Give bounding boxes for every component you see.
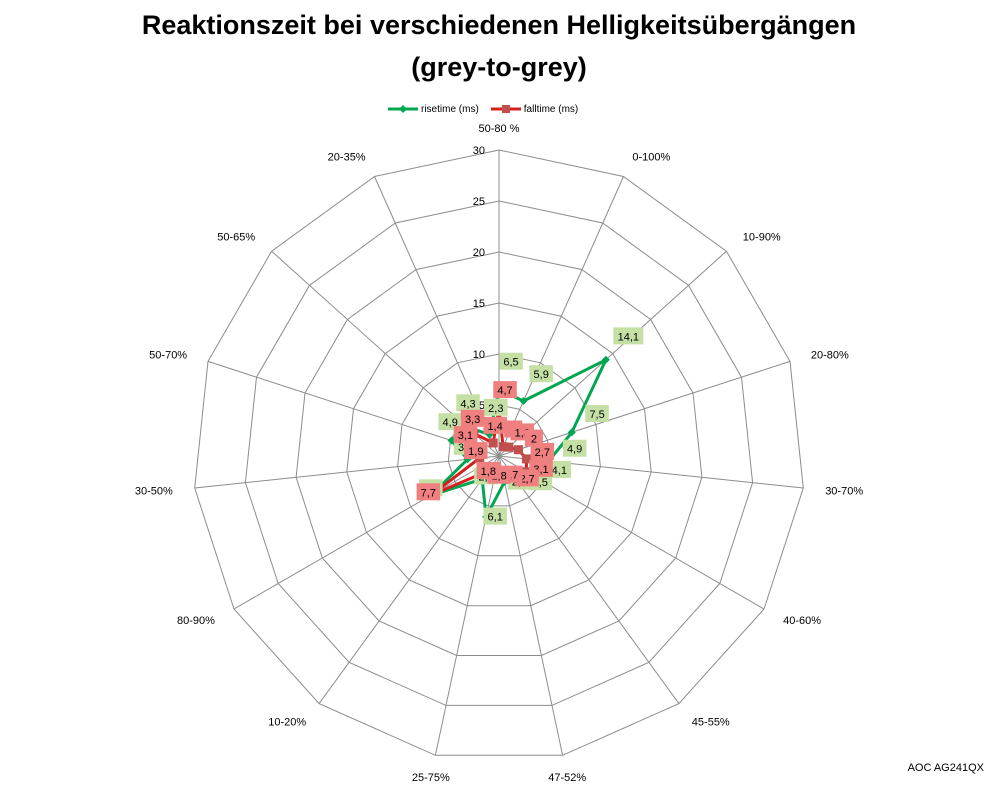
data-label-bg-falltime [453, 426, 478, 444]
category-label: 0-100% [632, 151, 670, 163]
grid-spoke [233, 455, 500, 610]
data-point-risetime [447, 436, 456, 445]
data-label-bg-falltime [460, 409, 485, 427]
data-label-bg-falltime [476, 461, 501, 479]
data-point-falltime [498, 442, 508, 452]
data-label-risetime: 14,1 [618, 331, 639, 343]
data-label-risetime: 4,9 [567, 444, 582, 456]
data-label-falltime: 1,9 [468, 446, 483, 458]
legend-entry-risetime: risetime (ms) [388, 103, 479, 115]
data-label-falltime: 2,7 [519, 473, 534, 485]
data-label-bg-falltime [416, 483, 441, 501]
data-label-bg-risetime [562, 439, 587, 457]
data-label-bg-risetime [499, 352, 523, 370]
data-label-falltime: 4,7 [497, 385, 512, 397]
data-label-risetime: 4,3 [460, 398, 475, 410]
grid-spoke [434, 455, 500, 756]
chart-title-line2: (grey-to-grey) [411, 52, 587, 82]
legend-entry-falltime: falltime (ms) [490, 103, 579, 115]
grid-ring [295, 251, 703, 656]
grid-ring [194, 149, 804, 756]
grid-spoke [498, 455, 564, 756]
grid-spoke [498, 176, 624, 457]
legend-label-risetime: risetime (ms) [421, 103, 479, 115]
category-label: 30-50% [135, 485, 173, 497]
data-label-bg-risetime [529, 365, 553, 383]
data-point-falltime [504, 442, 514, 452]
grid-spoke [498, 250, 727, 457]
category-label: 40-60% [783, 615, 821, 627]
grid-spoke [498, 455, 680, 704]
data-point-risetime [519, 397, 528, 406]
data-label-bg-risetime [456, 394, 480, 412]
legend-label-falltime: falltime (ms) [523, 103, 579, 115]
data-label-falltime: 1,8 [481, 466, 496, 478]
credit-text: AOC AG241QX [907, 762, 984, 774]
data-label-bg-falltime [524, 429, 543, 447]
data-label-risetime: 4,1 [552, 465, 567, 477]
data-label-bg-risetime [547, 460, 572, 478]
chart-title-line1: Reaktionszeit bei verschiedenen Helligke… [141, 10, 857, 40]
category-label: 20-35% [328, 151, 366, 163]
data-label-risetime: 2,3 [488, 403, 503, 415]
data-label-falltime: 7,7 [421, 487, 436, 499]
radial-tick-label: 15 [473, 298, 485, 310]
legend: risetime (ms) falltime (ms) [388, 100, 590, 118]
data-label-falltime: 2,7 [535, 447, 550, 459]
category-label: 50-80 % [479, 123, 520, 135]
data-label-risetime: 7,5 [589, 409, 604, 421]
radial-tick-label: 10 [473, 349, 485, 361]
grid-ring [346, 302, 652, 607]
category-label: 30-70% [825, 485, 863, 497]
grid-spoke [318, 455, 500, 704]
data-point-falltime [488, 438, 498, 448]
data-label-bg-risetime [483, 507, 507, 525]
data-point-falltime [521, 454, 531, 464]
grid-spoke [194, 455, 500, 489]
category-label: 25-75% [412, 772, 450, 784]
data-label-bg-risetime [438, 413, 462, 431]
data-label-risetime: 6,1 [488, 512, 503, 524]
data-label-bg-falltime [493, 381, 517, 399]
data-label-risetime: 5,9 [534, 369, 549, 381]
radial-tick-label: 25 [473, 196, 485, 208]
legend-marker-risetime [388, 105, 418, 113]
category-label: 50-70% [149, 350, 187, 362]
data-label-falltime: 3,3 [465, 414, 480, 426]
data-label-risetime: 6,5 [503, 357, 518, 369]
radial-tick-label: 5 [479, 400, 485, 412]
data-label-falltime: 3,1 [458, 430, 473, 442]
data-label-bg-falltime [464, 442, 488, 460]
category-label: 10-20% [268, 716, 306, 728]
data-point-risetime [601, 355, 610, 364]
data-point-falltime [513, 445, 523, 455]
data-label-bg-risetime [585, 405, 609, 422]
grid-ring [244, 200, 754, 706]
data-label-bg-falltime [530, 442, 555, 460]
category-label: 80-90% [177, 615, 215, 627]
data-label-bg-falltime [483, 416, 507, 434]
radial-tick-label: 30 [473, 145, 485, 157]
radial-tick-label: 20 [473, 247, 485, 259]
legend-marker-falltime [490, 105, 521, 113]
category-label: 45-55% [692, 716, 730, 728]
data-label-falltime: 2 [531, 434, 537, 446]
category-label: 10-90% [743, 232, 781, 244]
category-label: 47-52% [548, 772, 586, 784]
data-label-bg-risetime [484, 398, 508, 416]
category-label: 50-65% [217, 232, 255, 244]
grid-spoke [498, 360, 791, 457]
category-label: 20-80% [811, 350, 849, 362]
data-label-falltime: 1,4 [487, 421, 502, 433]
data-point-risetime [567, 428, 576, 437]
data-label-bg-risetime [613, 327, 644, 345]
